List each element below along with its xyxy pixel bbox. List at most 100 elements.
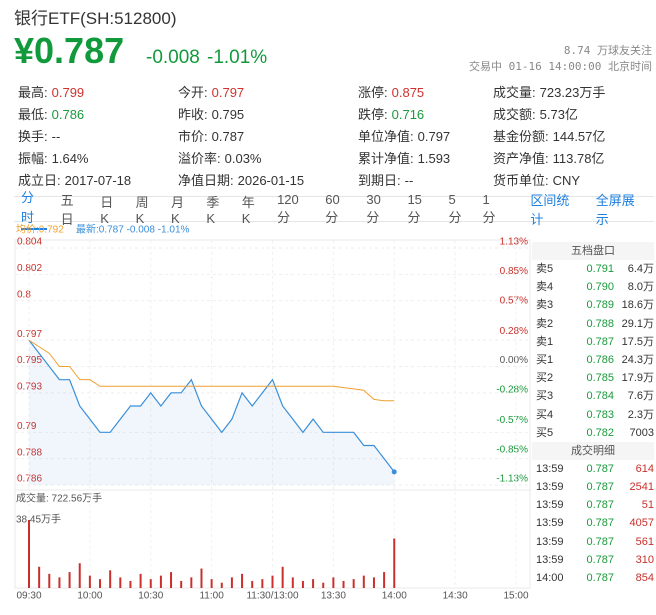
trade-volume: 614 xyxy=(635,462,654,475)
trade-volume: 4057 xyxy=(629,517,654,530)
x-tick-label: 09:30 xyxy=(16,591,41,602)
order-row: 买4 0.783 2.3万 xyxy=(532,406,654,424)
trade-price: 0.787 xyxy=(586,462,614,475)
stat: 跌停: 0.716 xyxy=(358,106,493,124)
y-tick-label: 0.802 xyxy=(17,263,42,274)
tab-action[interactable]: 全屏展示 xyxy=(595,193,635,227)
latest-label: 最新:0.787 -0.008 -1.01% xyxy=(76,223,190,236)
tab[interactable]: 月K xyxy=(171,195,185,226)
volume-bar xyxy=(271,575,274,588)
stat-value: 723.23万手 xyxy=(539,85,606,100)
volume-bar xyxy=(119,577,122,588)
volume-bar xyxy=(352,579,355,588)
stat-label: 基金份额: xyxy=(493,129,549,144)
volume-bar xyxy=(210,579,213,588)
stat-label: 成交量: xyxy=(493,85,536,100)
order-side: 卖5 xyxy=(536,263,554,275)
tab[interactable]: 五日 xyxy=(60,193,74,227)
trade-price: 0.787 xyxy=(586,553,614,566)
x-tick-label: 13:30 xyxy=(321,591,346,602)
tab[interactable]: 15分 xyxy=(407,192,422,225)
stat: 溢价率: 0.03% xyxy=(178,150,358,168)
volume-bar xyxy=(322,582,325,588)
volume-bar xyxy=(149,579,152,588)
price: ¥0.787 xyxy=(14,30,125,71)
y-tick-label: 0.793 xyxy=(17,381,42,392)
volume-bar xyxy=(109,570,112,588)
stat-value: 0.03% xyxy=(224,151,262,166)
title: 银行ETF(SH:512800) xyxy=(14,9,177,28)
order-row: 卖1 0.787 17.5万 xyxy=(532,333,654,351)
volume-bar xyxy=(28,520,30,588)
tab[interactable]: 分时 xyxy=(21,188,47,230)
tab[interactable]: 年K xyxy=(241,195,255,226)
volume-bar xyxy=(393,538,396,588)
stat: 昨收: 0.795 xyxy=(178,106,358,124)
tab[interactable]: 1分 xyxy=(482,192,496,225)
tab-action[interactable]: 区间统计 xyxy=(530,193,570,227)
trade-row: 13:59 0.787 561 xyxy=(532,533,654,551)
tab[interactable]: 30分 xyxy=(366,192,381,225)
trade-row: 13:59 0.787 310 xyxy=(532,551,654,569)
stat: 最低: 0.786 xyxy=(18,106,178,124)
trade-time: 13:59 xyxy=(536,481,564,494)
order-price: 0.785 xyxy=(586,372,614,385)
trade-time: 13:59 xyxy=(536,499,564,512)
stat-label: 净值日期: xyxy=(178,173,234,188)
order-row: 买3 0.784 7.6万 xyxy=(532,387,654,405)
price-line xyxy=(28,339,395,473)
stat-label: 今开: xyxy=(178,85,208,100)
y-tick-label: 0.797 xyxy=(17,329,42,340)
order-volume: 24.3万 xyxy=(621,353,654,366)
order-side: 卖3 xyxy=(536,299,554,312)
volume-bar xyxy=(180,580,183,588)
volume-bar xyxy=(241,573,244,588)
order-price: 0.791 xyxy=(586,263,614,275)
volume-bar xyxy=(301,580,304,588)
stat: 净值日期: 2026-01-15 xyxy=(178,172,358,190)
order-side: 卖2 xyxy=(536,317,554,330)
order-side: 买1 xyxy=(536,353,554,366)
tab[interactable]: 日K xyxy=(100,195,114,226)
y2-tick-label: 0.57% xyxy=(500,295,528,306)
stat: 涨停: 0.875 xyxy=(358,84,493,102)
trade-volume: 561 xyxy=(635,535,654,548)
order-price: 0.786 xyxy=(586,353,614,366)
x-tick-label: 14:30 xyxy=(443,591,468,602)
tab[interactable]: 季K xyxy=(206,195,220,226)
volume-bar xyxy=(38,566,41,588)
order-volume: 17.9万 xyxy=(621,372,654,385)
stat-label: 最高: xyxy=(18,85,48,100)
order-row: 卖5 0.791 6.4万 xyxy=(532,260,654,278)
stat: 成交额: 5.73亿 xyxy=(493,106,653,124)
tab[interactable]: 5分 xyxy=(448,192,462,225)
trade-time: 13:59 xyxy=(536,517,564,530)
volume-bar xyxy=(139,573,142,588)
x-tick-label: 14:00 xyxy=(382,591,407,602)
y-tick-label: 0.79 xyxy=(17,421,37,432)
stat-value: 144.57亿 xyxy=(552,129,606,144)
stats-grid: 最高: 0.799 今开: 0.797 涨停: 0.875 成交量: 723.23万手 最低: 0… xyxy=(18,84,654,190)
volume-bar xyxy=(291,577,294,588)
stat-label: 成立日: xyxy=(18,173,61,188)
x-tick-label: 15:00 xyxy=(503,591,528,602)
order-side: 卖1 xyxy=(536,335,554,348)
volume-bar xyxy=(68,572,71,588)
tab[interactable]: 60分 xyxy=(325,192,340,225)
tab[interactable]: 周K xyxy=(135,195,149,226)
volume-bar xyxy=(220,582,223,588)
order-row: 卖3 0.789 18.6万 xyxy=(532,296,654,314)
x-tick-label: 11:30/13:00 xyxy=(246,591,299,602)
volume-bar xyxy=(362,575,365,588)
trade-time: 13:59 xyxy=(536,535,564,548)
orderbook-title: 五档盘口 xyxy=(532,242,654,260)
stat-label: 货币单位: xyxy=(493,173,549,188)
side-panel: 五档盘口 卖5 0.791 6.4万 卖4 0.790 8.0万 卖3 0.789 18.6万 卖2… xyxy=(532,242,654,587)
trade-volume: 2541 xyxy=(629,481,654,494)
order-price: 0.789 xyxy=(586,299,614,312)
followers: 8.74 万球友关注 xyxy=(563,44,652,57)
stat: 单位净值: 0.797 xyxy=(358,128,493,146)
trade-row: 13:59 0.787 51 xyxy=(532,496,654,514)
order-price: 0.782 xyxy=(586,426,614,439)
tab[interactable]: 120分 xyxy=(277,192,299,225)
